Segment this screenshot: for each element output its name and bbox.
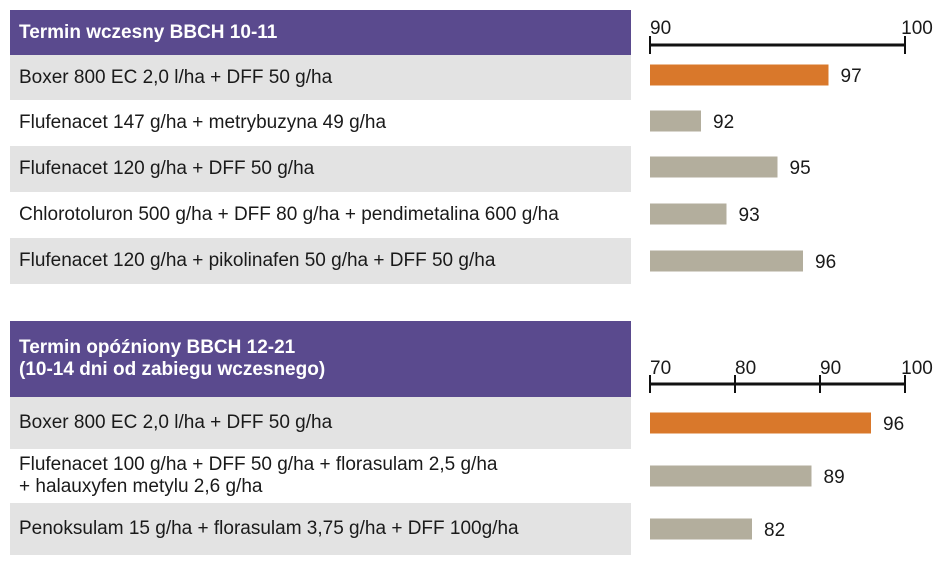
x-tick-label: 100 xyxy=(901,18,933,39)
bar xyxy=(650,518,752,540)
x-tick-label: 80 xyxy=(735,358,756,379)
treatment-label: Flufenacet 147 g/ha + metrybuzyna 49 g/h… xyxy=(19,112,387,133)
bar xyxy=(650,465,812,487)
bar xyxy=(650,156,778,178)
x-tick-label: 100 xyxy=(901,358,933,379)
early-term-header: Termin wczesny BBCH 10-11 xyxy=(10,10,631,55)
bar-value-label: 92 xyxy=(713,112,734,133)
late-term-title-line-1: Termin opóźniony BBCH 12-21 xyxy=(19,337,296,358)
table-row: Flufenacet 100 g/ha + DFF 50 g/ha + flor… xyxy=(10,449,631,503)
early-term-section: Termin wczesny BBCH 10-11 Boxer 800 EC 2… xyxy=(10,0,935,300)
late-term-title-line-2: (10-14 dni od zabiegu wczesnego) xyxy=(19,359,326,380)
x-tick-label: 70 xyxy=(650,358,671,379)
table-row: Chlorotoluron 500 g/ha + DFF 80 g/ha + p… xyxy=(10,192,631,238)
late-term-header: Termin opóźniony BBCH 12-21 (10-14 dni o… xyxy=(10,321,631,397)
bar xyxy=(650,203,727,225)
bar-value-label: 89 xyxy=(824,467,845,488)
late-term-section: Termin opóźniony BBCH 12-21 (10-14 dni o… xyxy=(10,0,935,565)
bar-highlighted xyxy=(650,64,829,86)
treatment-label: Flufenacet 120 g/ha + DFF 50 g/ha xyxy=(19,158,315,179)
bar xyxy=(650,110,701,132)
bar xyxy=(650,250,803,272)
treatment-label: Flufenacet 120 g/ha + pikolinafen 50 g/h… xyxy=(19,250,496,271)
treatment-label-line-2: + halauxyfen metylu 2,6 g/ha xyxy=(19,476,263,497)
table-row: Flufenacet 120 g/ha + DFF 50 g/ha xyxy=(10,146,631,192)
bar-value-label: 96 xyxy=(815,252,836,273)
bar-value-label: 96 xyxy=(883,414,904,435)
table-row: Flufenacet 147 g/ha + metrybuzyna 49 g/h… xyxy=(10,100,631,146)
bar-value-label: 93 xyxy=(739,205,760,226)
x-tick-label: 90 xyxy=(650,18,671,39)
early-term-title: Termin wczesny BBCH 10-11 xyxy=(19,21,278,43)
table-row: Boxer 800 EC 2,0 l/ha + DFF 50 g/ha xyxy=(10,397,631,449)
treatment-label: Boxer 800 EC 2,0 l/ha + DFF 50 g/ha xyxy=(19,66,333,88)
x-tick-label: 90 xyxy=(820,358,841,379)
bar-highlighted xyxy=(650,412,871,434)
treatment-label-line-1: Flufenacet 100 g/ha + DFF 50 g/ha + flor… xyxy=(19,454,498,475)
bar-value-label: 95 xyxy=(790,158,811,179)
table-row: Penoksulam 15 g/ha + florasulam 3,75 g/h… xyxy=(10,503,631,555)
treatment-label: Penoksulam 15 g/ha + florasulam 3,75 g/h… xyxy=(19,518,519,539)
table-row: Boxer 800 EC 2,0 l/ha + DFF 50 g/ha xyxy=(10,55,631,100)
treatment-label: Boxer 800 EC 2,0 l/ha + DFF 50 g/ha xyxy=(19,412,333,433)
bar-value-label: 82 xyxy=(764,520,785,541)
treatment-label: Chlorotoluron 500 g/ha + DFF 80 g/ha + p… xyxy=(19,204,559,225)
bar-value-label: 97 xyxy=(841,66,862,87)
table-row: Flufenacet 120 g/ha + pikolinafen 50 g/h… xyxy=(10,238,631,284)
